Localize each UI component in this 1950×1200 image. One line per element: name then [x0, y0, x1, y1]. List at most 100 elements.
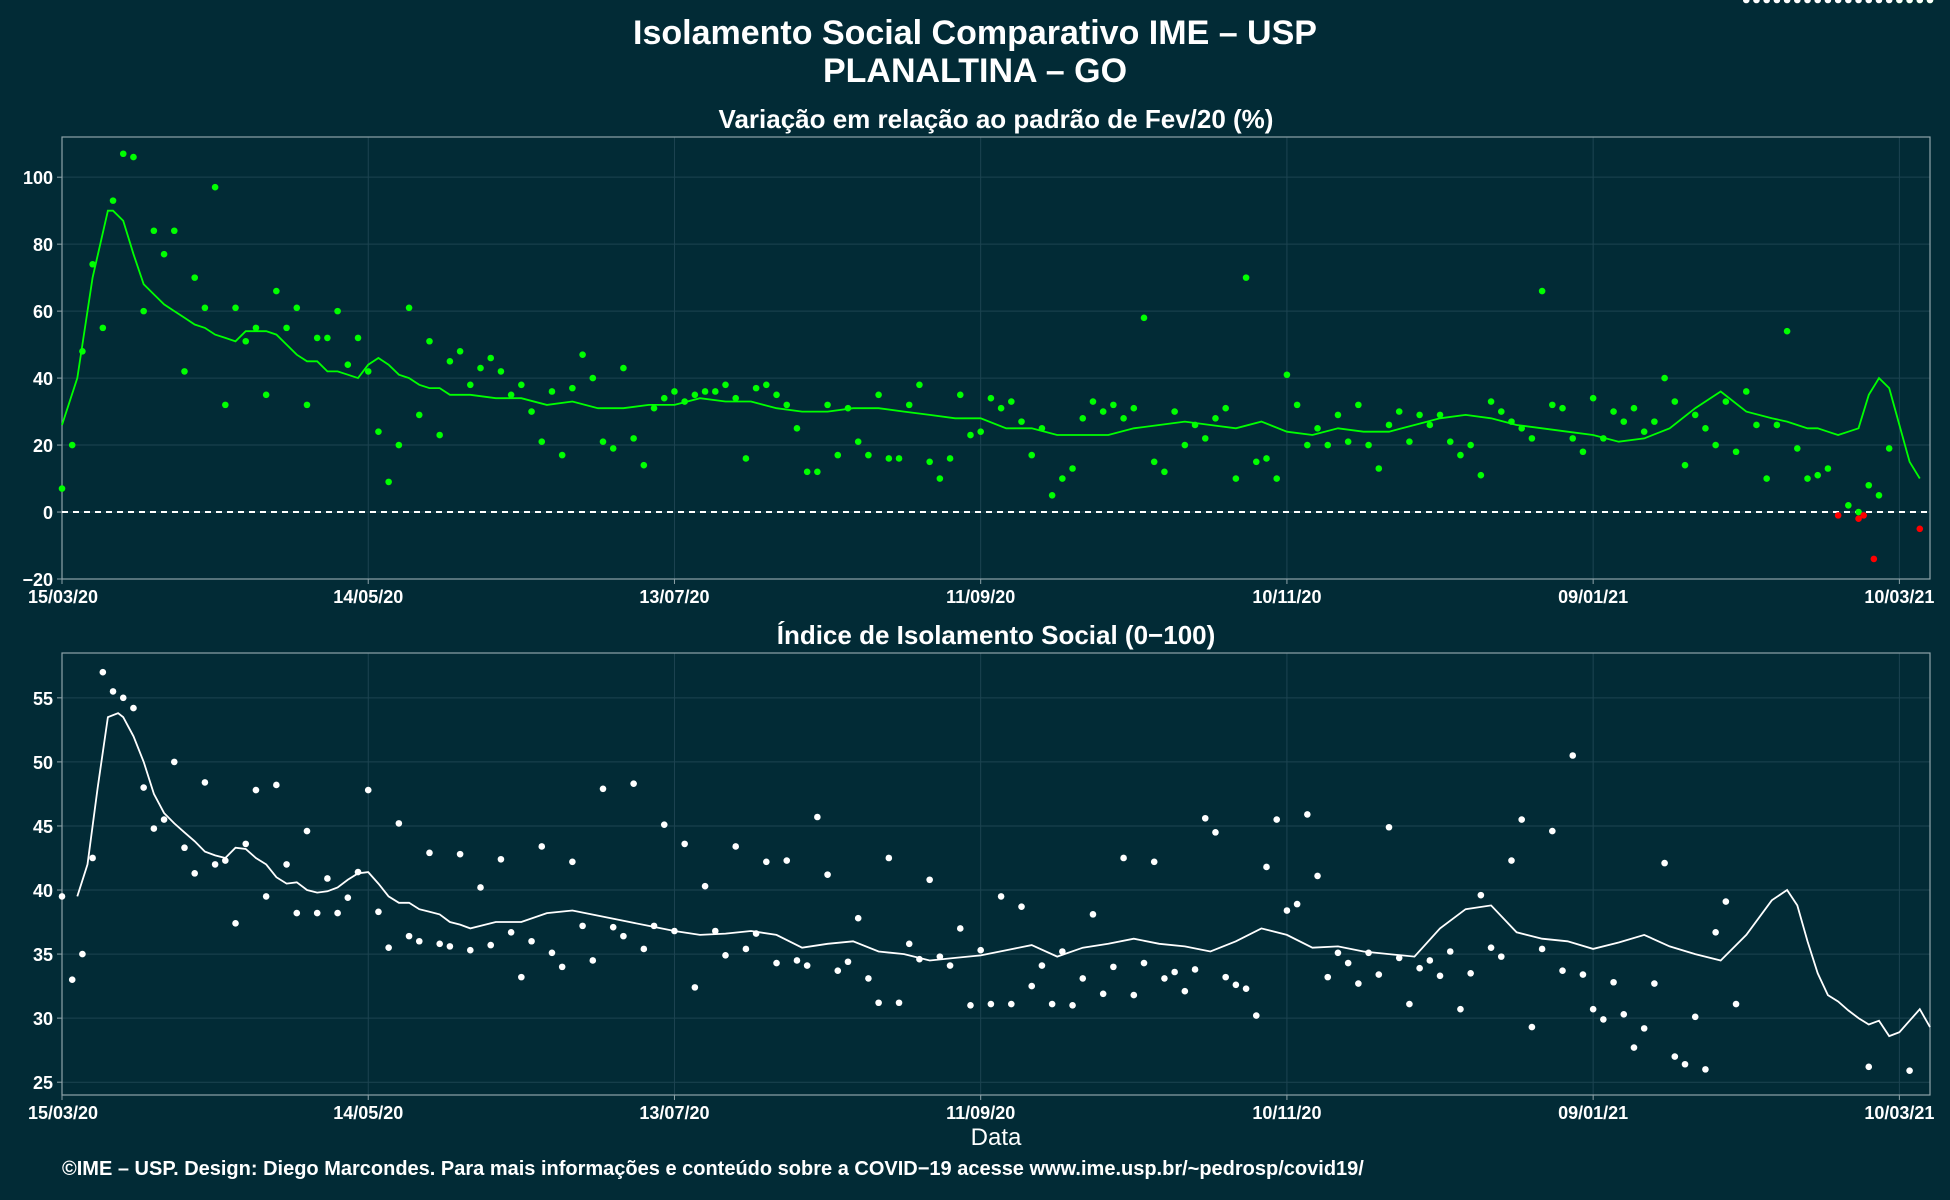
data-point: [1671, 398, 1679, 405]
y-tick-label: 55: [33, 689, 53, 709]
data-point: [711, 927, 719, 935]
data-point: [1395, 954, 1403, 962]
y-tick-label: 35: [33, 945, 53, 965]
data-point: [1293, 900, 1301, 908]
data-point: [232, 920, 239, 927]
data-point: [446, 358, 454, 365]
data-point: [1845, 502, 1852, 509]
data-point: [1059, 475, 1066, 482]
data-point: [1559, 967, 1566, 975]
data-point: [1783, 0, 1791, 4]
data-point: [1222, 973, 1229, 981]
data-point: [722, 952, 729, 959]
data-point: [1559, 404, 1566, 412]
moving-average-line: [76, 712, 1931, 1038]
data-point: [1355, 401, 1362, 409]
data-point: [1283, 371, 1291, 379]
data-point: [803, 468, 811, 476]
data-point: [242, 840, 250, 848]
data-point: [262, 391, 270, 399]
data-point: [732, 843, 740, 850]
data-point: [946, 962, 954, 969]
data-point: [324, 334, 331, 342]
data-point: [1365, 441, 1372, 449]
data-point: [140, 784, 147, 791]
chart-subtitle: PLANALTINA – GO: [822, 52, 1128, 90]
panel-frame: [61, 136, 1931, 580]
data-point: [1712, 441, 1719, 449]
data-point: [1763, 0, 1770, 4]
data-point: [926, 876, 933, 884]
data-point: [1079, 414, 1087, 422]
index-panel: 25 30 35 40 45 50 55 15/03/20 14/05/20 13/07/20 11…: [28, 0, 1934, 1123]
data-point: [752, 384, 760, 392]
data-point: [1467, 441, 1474, 449]
data-point: [1324, 973, 1332, 981]
data-point: [1150, 458, 1158, 466]
data-point: [1048, 491, 1056, 499]
data-point: [660, 394, 668, 402]
data-point: [701, 388, 709, 395]
data-point: [446, 943, 454, 950]
data-point: [1753, 0, 1760, 4]
data-point: [477, 884, 484, 891]
data-point: [354, 334, 362, 342]
data-point: [1130, 404, 1138, 412]
data-point: [1140, 314, 1148, 322]
data-point: [1814, 471, 1822, 479]
data-point: [569, 858, 576, 866]
data-point: [834, 967, 842, 975]
data-point: [773, 391, 780, 399]
data-point: [1773, 0, 1781, 4]
data-point: [1304, 441, 1311, 449]
data-point: [1426, 421, 1434, 429]
data-point: [283, 861, 290, 868]
data-point: [395, 441, 403, 449]
data-point: [1130, 991, 1138, 999]
data-point: [222, 857, 229, 864]
data-point: [1263, 863, 1270, 871]
data-point: [313, 909, 321, 917]
data-point: [89, 854, 96, 862]
data-point: [1028, 982, 1036, 990]
data-point: [426, 337, 433, 345]
data-point: [681, 840, 688, 848]
data-point: [201, 779, 209, 786]
data-point: [1845, 0, 1852, 4]
data-point: [814, 468, 821, 476]
data-point: [671, 388, 678, 395]
data-point: [303, 827, 311, 835]
y-tick-label: −20: [22, 570, 53, 590]
data-point: [150, 227, 158, 235]
data-point: [558, 963, 566, 971]
footer-caption: ©IME – USP. Design: Diego Marcondes. Par…: [62, 1158, 1364, 1180]
panel2-title: Índice de Isolamento Social (0−100): [777, 620, 1216, 650]
y-tick-label: 60: [33, 302, 53, 322]
data-point: [630, 780, 637, 787]
data-point: [1416, 964, 1423, 972]
data-point: [232, 304, 239, 312]
data-point: [1763, 475, 1770, 482]
data-point: [191, 870, 198, 877]
data-point: [1038, 962, 1046, 969]
x-tick-label: 15/03/20: [28, 587, 98, 607]
data-point: [752, 930, 760, 937]
data-point: [650, 404, 658, 412]
data-point: [1804, 0, 1811, 4]
data-point: [691, 984, 699, 991]
data-point: [1855, 508, 1862, 516]
data-point: [1477, 471, 1485, 479]
data-point: [1549, 827, 1556, 835]
x-tick-label: 14/05/20: [333, 587, 403, 607]
data-point: [824, 401, 831, 409]
data-point: [1334, 949, 1342, 957]
data-point: [1457, 1005, 1464, 1013]
data-point: [875, 999, 882, 1007]
data-point: [99, 668, 107, 676]
data-point: [1702, 1066, 1709, 1073]
data-point: [293, 304, 301, 312]
y-tick-label: 25: [33, 1073, 53, 1093]
data-point: [640, 461, 648, 469]
data-point: [650, 922, 658, 930]
data-point: [1630, 1044, 1638, 1051]
